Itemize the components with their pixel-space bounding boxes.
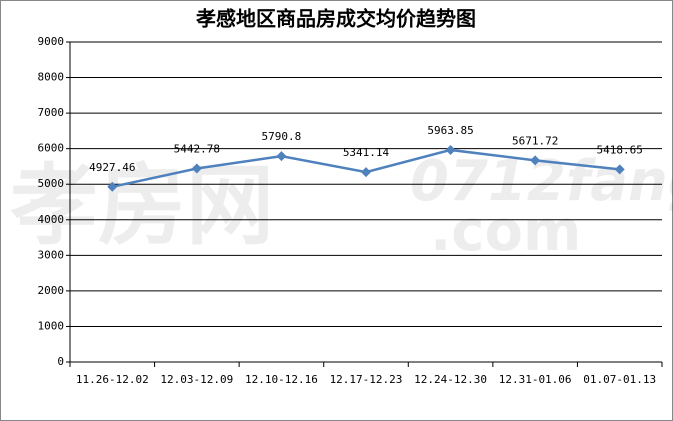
y-tick-label: 5000: [38, 177, 65, 190]
marker: [361, 167, 371, 178]
y-tick-label: 8000: [38, 71, 65, 84]
data-label: 5790.8: [262, 130, 302, 143]
x-tick-label: 12.17-12.23: [330, 373, 403, 386]
watermark: 孝房网: [10, 154, 274, 257]
y-tick-label: 0: [57, 355, 64, 368]
x-tick-label: 01.07-01.13: [583, 373, 656, 386]
marker: [530, 155, 541, 166]
x-tick-label: 12.10-12.16: [245, 373, 318, 386]
x-tick-label: 11.26-12.02: [76, 373, 149, 386]
marker: [614, 164, 625, 175]
data-label: 5442.78: [174, 142, 220, 155]
data-label: 5963.85: [427, 124, 473, 137]
x-tick-label: 12.31-01.06: [499, 373, 572, 386]
y-tick-label: 3000: [38, 248, 65, 261]
marker: [191, 163, 202, 174]
y-tick-label: 7000: [38, 106, 65, 119]
chart-title: 孝感地区商品房成交均价趋势图: [195, 7, 476, 31]
y-tick-label: 6000: [38, 142, 65, 155]
data-label: 5418.65: [597, 143, 643, 156]
data-label: 5671.72: [512, 134, 558, 147]
marker: [445, 144, 456, 155]
x-tick-label: 12.03-12.09: [160, 373, 233, 386]
y-tick-label: 9000: [38, 35, 65, 48]
y-tick-label: 2000: [38, 284, 65, 297]
y-tick-label: 1000: [38, 319, 65, 332]
x-tick-label: 12.24-12.30: [414, 373, 487, 386]
marker: [107, 181, 118, 192]
data-label: 4927.46: [89, 161, 135, 174]
data-label: 5341.14: [343, 146, 390, 159]
watermark: .com: [430, 199, 581, 264]
y-tick-label: 4000: [38, 213, 65, 226]
marker: [276, 151, 287, 162]
